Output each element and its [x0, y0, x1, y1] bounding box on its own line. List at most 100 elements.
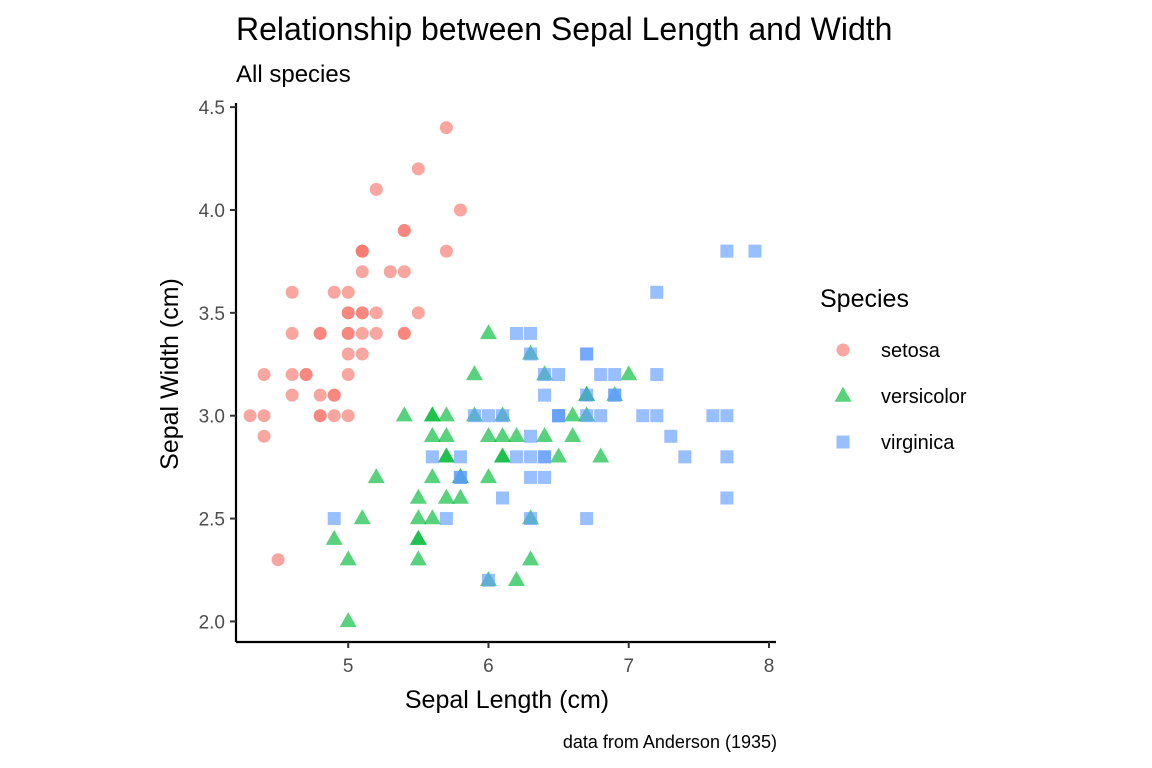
versicolor-point	[423, 406, 441, 422]
setosa-point	[299, 368, 313, 382]
legend-item-versicolor: versicolor	[834, 386, 967, 408]
virginica-point	[538, 368, 552, 382]
versicolor-point	[437, 447, 455, 463]
setosa-point	[439, 121, 453, 135]
setosa-point	[285, 368, 299, 382]
setosa-point	[285, 388, 299, 402]
virginica-point	[439, 512, 453, 526]
virginica-point	[425, 450, 439, 464]
legend-title: Species	[820, 285, 909, 313]
setosa-point	[355, 306, 369, 320]
setosa-point	[369, 306, 383, 320]
versicolor-point	[508, 570, 526, 586]
legend-label: versicolor	[881, 386, 967, 408]
setosa-point	[397, 265, 411, 279]
versicolor-point	[423, 509, 441, 525]
setosa-point	[411, 162, 425, 176]
setosa-point	[411, 306, 425, 320]
versicolor-point	[339, 612, 357, 628]
setosa-point	[341, 285, 355, 299]
versicolor-point	[465, 365, 483, 381]
versicolor-point	[564, 426, 582, 442]
setosa-point	[257, 429, 271, 443]
virginica-point	[510, 326, 524, 340]
setosa-point	[355, 244, 369, 258]
chart-subtitle: All species	[236, 61, 351, 88]
virginica-point	[495, 491, 509, 505]
setosa-point	[341, 326, 355, 340]
y-tick-label: 4.0	[199, 201, 225, 222]
versicolor-point	[564, 406, 582, 422]
setosa-point	[271, 553, 285, 567]
chart-caption: data from Anderson (1935)	[563, 732, 777, 752]
virginica-point	[538, 388, 552, 402]
setosa-point	[243, 409, 257, 423]
legend-label: virginica	[881, 432, 955, 454]
setosa-point	[383, 265, 397, 279]
virginica-point	[608, 388, 622, 402]
versicolor-point	[479, 324, 497, 340]
virginica-point	[720, 450, 734, 464]
legend-key-setosa	[836, 343, 850, 357]
points-layer	[243, 121, 762, 628]
virginica-point	[706, 409, 720, 423]
virginica-point	[453, 450, 467, 464]
virginica-point	[495, 409, 509, 423]
y-tick-label: 3.5	[199, 304, 225, 325]
virginica-point	[467, 409, 481, 423]
virginica-point	[453, 470, 467, 484]
versicolor-point	[451, 488, 469, 504]
versicolor-point	[409, 509, 427, 525]
versicolor-point	[479, 426, 497, 442]
virginica-point	[524, 326, 538, 340]
virginica-point	[538, 470, 552, 484]
setosa-point	[341, 368, 355, 382]
versicolor-point	[353, 509, 371, 525]
x-tick-label: 7	[623, 656, 634, 677]
legend-item-setosa: setosa	[836, 340, 941, 362]
series-virginica	[327, 244, 762, 587]
x-tick-label: 6	[483, 656, 494, 677]
virginica-point	[524, 429, 538, 443]
virginica-point	[608, 368, 622, 382]
series-setosa	[243, 121, 467, 567]
versicolor-point	[395, 406, 413, 422]
virginica-point	[594, 409, 608, 423]
setosa-point	[355, 326, 369, 340]
virginica-point	[580, 409, 594, 423]
setosa-point	[453, 203, 467, 217]
setosa-point	[327, 409, 341, 423]
versicolor-point	[437, 488, 455, 504]
setosa-point	[313, 326, 327, 340]
virginica-point	[636, 409, 650, 423]
setosa-point	[355, 347, 369, 361]
x-tick-label: 5	[343, 656, 354, 677]
virginica-point	[481, 573, 495, 587]
versicolor-point	[409, 529, 427, 545]
y-axis-ticks: 2.0 2.5 3.0 3.5 4.0 4.5	[199, 98, 236, 633]
y-tick-label: 2.0	[199, 612, 225, 633]
versicolor-point	[508, 426, 526, 442]
versicolor-point	[423, 426, 441, 442]
versicolor-point	[367, 468, 385, 484]
virginica-point	[678, 450, 692, 464]
chart-title: Relationship between Sepal Length and Wi…	[236, 11, 892, 47]
x-axis-ticks: 5 6 7 8	[343, 642, 774, 677]
versicolor-point	[592, 447, 610, 463]
y-tick-label: 2.5	[199, 510, 225, 531]
series-versicolor	[325, 324, 638, 628]
x-tick-label: 8	[764, 656, 775, 677]
legend: Species setosa versicolor virginica	[820, 285, 967, 454]
virginica-point	[720, 409, 734, 423]
versicolor-point	[493, 426, 511, 442]
virginica-point	[524, 512, 538, 526]
y-tick-label: 3.0	[199, 407, 225, 428]
versicolor-point	[339, 550, 357, 566]
versicolor-point	[479, 468, 497, 484]
setosa-point	[313, 409, 327, 423]
legend-item-virginica: virginica	[836, 432, 955, 454]
virginica-point	[524, 450, 538, 464]
versicolor-point	[437, 426, 455, 442]
setosa-point	[313, 388, 327, 402]
